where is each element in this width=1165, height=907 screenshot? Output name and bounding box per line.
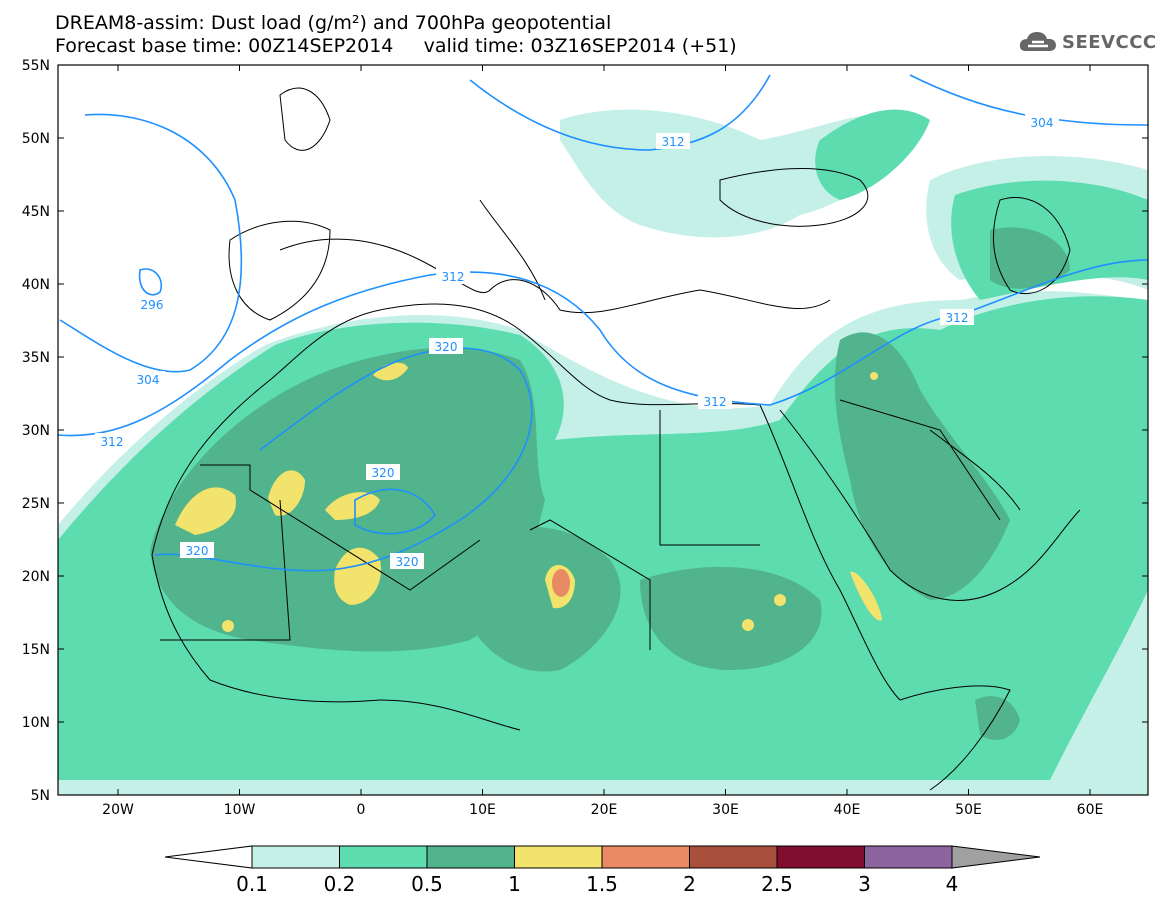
lon-label: 10W bbox=[224, 802, 256, 818]
coast-horn bbox=[899, 685, 1011, 791]
lon-label: 40E bbox=[834, 802, 861, 818]
dust-band-mid-north bbox=[815, 109, 930, 200]
lat-label: 55N bbox=[22, 58, 50, 74]
lat-label: 25N bbox=[22, 496, 50, 512]
longitude-axis: 20W 10W 0 10E 20E 30E 40E 50E 60E bbox=[102, 65, 1103, 818]
contour-label: 304 bbox=[1031, 116, 1054, 130]
map-title: DREAM8-assim: Dust load (g/m²) and 700hP… bbox=[55, 12, 612, 34]
dust-band-yellow-2 bbox=[268, 470, 305, 516]
dust-band-yellow-11 bbox=[870, 372, 878, 380]
coast-persian-gulf bbox=[929, 429, 1021, 511]
contour-label: 312 bbox=[101, 435, 124, 449]
colorbar-tick-label: 0.5 bbox=[411, 872, 443, 896]
dust-band-yellow-9 bbox=[742, 619, 754, 631]
seevccc-logo: SEEVCCC bbox=[1018, 28, 1157, 56]
dust-band-dark-arabia bbox=[834, 332, 1010, 600]
coast-africa-north bbox=[151, 303, 761, 556]
logo-text: SEEVCCC bbox=[1062, 31, 1157, 53]
lon-label: 20E bbox=[591, 802, 618, 818]
dust-band-yellow-10 bbox=[774, 594, 786, 606]
lon-label: 60E bbox=[1077, 802, 1104, 818]
contour-labels: 312 304 296 304 312 312 320 320 320 312 … bbox=[95, 114, 1059, 569]
contour-296 bbox=[138, 268, 162, 296]
dust-fields bbox=[58, 109, 1148, 795]
dust-band-yellow-7 bbox=[850, 571, 882, 621]
lat-label: 5N bbox=[31, 788, 50, 804]
lat-label: 10N bbox=[22, 715, 50, 731]
coastlines bbox=[151, 87, 1081, 791]
coast-europe-south bbox=[279, 238, 831, 314]
dust-band-dark-sudan bbox=[640, 566, 822, 670]
lat-label: 30N bbox=[22, 423, 50, 439]
lon-label: 10E bbox=[469, 802, 496, 818]
contour-label: 320 bbox=[186, 544, 209, 558]
colorbar-tick-label: 1 bbox=[508, 872, 521, 896]
contour-312-north bbox=[469, 74, 771, 151]
coast-red-sea bbox=[759, 404, 901, 701]
contour-label: 312 bbox=[946, 311, 969, 325]
colorbar-tick-label: 4 bbox=[945, 872, 959, 896]
dust-band-dark-caspian bbox=[990, 227, 1070, 289]
lat-label: 20N bbox=[22, 569, 50, 585]
contour-label: 320 bbox=[372, 466, 395, 480]
contour-320-inner bbox=[354, 488, 436, 535]
coast-iberia bbox=[228, 220, 331, 321]
dust-band-yellow-1 bbox=[175, 487, 236, 535]
contour-label: 304 bbox=[137, 373, 160, 387]
dust-band-yellow-3 bbox=[325, 492, 380, 520]
border-3 bbox=[529, 519, 651, 650]
colorbar-tick-label: 3 bbox=[858, 872, 871, 896]
border-5 bbox=[839, 399, 1001, 521]
latitude-axis: 55N 50N 45N 40N 35N 30N 25N 20N 15N 10N 5N bbox=[22, 58, 1148, 804]
contour-label: 296 bbox=[141, 298, 164, 312]
lat-label: 35N bbox=[22, 350, 50, 366]
contour-320-main bbox=[154, 347, 533, 572]
lat-label: 40N bbox=[22, 277, 50, 293]
dust-band-yellow-5 bbox=[373, 362, 408, 381]
lon-label: 20W bbox=[102, 802, 134, 818]
contour-label: 312 bbox=[704, 395, 727, 409]
dust-band-dark-center bbox=[460, 526, 621, 672]
contour-304-west bbox=[59, 113, 243, 373]
lat-label: 50N bbox=[22, 131, 50, 147]
colorbar-tick-label: 2 bbox=[683, 872, 696, 896]
coast-britain bbox=[279, 87, 331, 151]
contour-label: 312 bbox=[662, 135, 685, 149]
cloud-icon bbox=[1019, 32, 1056, 51]
forecast-time-subtitle: Forecast base time: 00Z14SEP2014 valid t… bbox=[55, 35, 737, 57]
coast-caspian bbox=[992, 196, 1071, 295]
coast-arabia bbox=[779, 409, 1081, 601]
coast-italy bbox=[479, 199, 546, 301]
colorbar-tick-label: 2.5 bbox=[761, 872, 793, 896]
coast-black-sea bbox=[719, 168, 869, 227]
lat-label: 15N bbox=[22, 642, 50, 658]
lon-label: 0 bbox=[357, 802, 366, 818]
dust-band-orange bbox=[552, 569, 570, 597]
colorbar-tick-label: 0.1 bbox=[236, 872, 268, 896]
colorbar-tick-label: 1.5 bbox=[586, 872, 618, 896]
border-4 bbox=[160, 499, 291, 641]
dust-band-dark-somalia bbox=[975, 696, 1020, 740]
lon-label: 50E bbox=[955, 802, 982, 818]
border-1 bbox=[200, 464, 481, 591]
colorbar-tick-label: 0.2 bbox=[323, 872, 356, 896]
lat-label: 45N bbox=[22, 204, 50, 220]
contour-label: 320 bbox=[396, 555, 419, 569]
contour-label: 320 bbox=[435, 340, 458, 354]
contour-label: 312 bbox=[442, 270, 465, 284]
dust-band-yellow-8 bbox=[222, 620, 234, 632]
border-2 bbox=[659, 410, 760, 546]
lon-label: 30E bbox=[712, 802, 739, 818]
coast-west-africa bbox=[151, 554, 521, 731]
